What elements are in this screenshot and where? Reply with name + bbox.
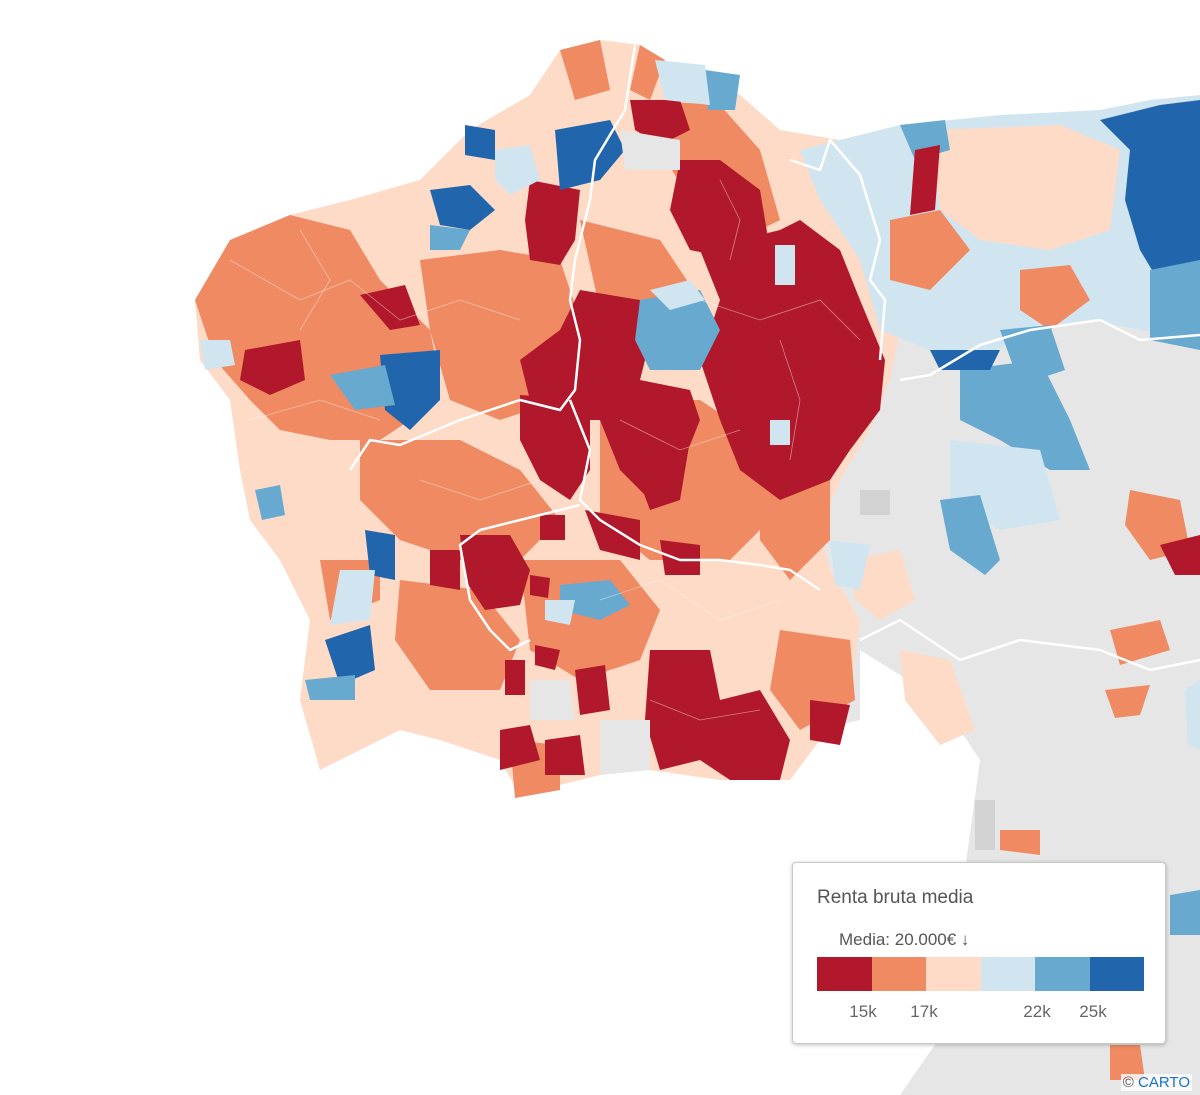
zamora-salmon	[1000, 830, 1040, 855]
galicia-red	[660, 540, 700, 575]
leon-light	[850, 550, 915, 620]
galicia-salmon	[360, 440, 560, 560]
legend-color-scale	[817, 957, 1144, 991]
galicia-light-blue	[650, 280, 705, 310]
asturias-salmon	[1020, 265, 1090, 330]
galicia-red	[700, 220, 885, 500]
legend-swatch-bin-3	[926, 957, 981, 991]
legend-title: Renta bruta media	[817, 887, 974, 908]
carto-attribution-link[interactable]: CARTO	[1138, 1074, 1190, 1091]
galicia-salmon	[630, 45, 665, 100]
galicia-mid-blue	[635, 290, 720, 370]
galicia-red	[575, 665, 610, 715]
galicia-mid-blue	[430, 225, 470, 250]
no-data-area	[620, 130, 680, 170]
galicia-light-blue	[545, 600, 575, 625]
legend-swatch-bin-1	[817, 957, 872, 991]
galicia-dark-blue	[365, 530, 395, 580]
galicia-red	[520, 395, 590, 500]
no-data-area	[975, 800, 995, 850]
galicia-red	[460, 535, 530, 610]
legend-mean-label: Media: 20.000€ ↓	[839, 930, 970, 949]
province-boundaries	[348, 44, 1200, 672]
legend-swatch-bin-4	[980, 957, 1035, 991]
legend-swatch-bin-5	[1035, 957, 1090, 991]
zamora-mid-blue	[1170, 890, 1200, 935]
municipal-borders	[229, 179, 861, 721]
galicia-red	[585, 510, 640, 560]
galicia-red	[525, 180, 580, 265]
galicia-red	[430, 550, 460, 590]
leon-red	[1160, 535, 1200, 575]
leon-mid-blue	[940, 495, 1000, 575]
legend-tick-label: 22k	[1023, 1002, 1051, 1021]
galicia-red	[635, 430, 690, 510]
galicia-mid-blue	[330, 365, 395, 410]
galicia-light-blue	[655, 60, 710, 105]
copyright-symbol: ©	[1122, 1074, 1134, 1091]
galicia-red	[645, 650, 790, 780]
galicia-red	[240, 340, 305, 395]
galicia-light-blue	[495, 145, 540, 195]
galicia-red	[810, 700, 850, 745]
asturias-red	[910, 145, 940, 215]
galicia-mid-blue	[705, 70, 740, 110]
galicia-red	[505, 660, 525, 695]
leon-light	[900, 650, 975, 745]
galicia-dark-blue	[430, 185, 495, 230]
no-data-area	[530, 680, 575, 720]
galicia-mid-blue	[255, 485, 285, 520]
galicia-light-blue	[830, 540, 870, 590]
galicia-mid-blue	[305, 675, 355, 700]
legend-tick-label: 25k	[1079, 1002, 1107, 1021]
galicia-red	[630, 100, 690, 145]
legend-swatch-bin-6	[1089, 957, 1144, 991]
asturias-light-area	[930, 125, 1120, 250]
galicia-red	[530, 575, 550, 598]
galicia-red	[500, 725, 540, 770]
no-data-area	[860, 490, 890, 515]
galicia-dark-blue	[380, 350, 440, 430]
asturias-mid-blue	[1150, 260, 1200, 350]
galicia-red	[670, 160, 770, 260]
leon-salmon	[1110, 620, 1170, 665]
legend-tick-label: 17k	[910, 1002, 938, 1021]
map-legend: Renta bruta media Media: 20.000€ ↓ 15k 1…	[792, 862, 1166, 1044]
legend-swatch-bin-2	[871, 957, 926, 991]
zamora-light-blue	[1185, 680, 1200, 750]
galicia-red	[360, 285, 420, 330]
galicia-salmon	[560, 40, 610, 100]
leon-mid-blue	[1000, 325, 1065, 385]
asturias-salmon	[890, 210, 970, 290]
galicia-dark-blue	[325, 625, 375, 685]
leon-salmon	[1105, 685, 1150, 718]
galicia-dark-blue	[465, 125, 495, 160]
leon-mid-blue	[960, 360, 1090, 470]
galicia-red	[545, 735, 585, 775]
galicia-light-blue	[770, 420, 790, 445]
asturias-dark-blue	[1100, 100, 1200, 300]
galicia-light-blue	[775, 245, 795, 285]
galicia-red	[540, 515, 565, 540]
galicia-red	[535, 645, 560, 670]
galicia-light-blue	[200, 340, 235, 370]
galicia-salmon	[760, 480, 830, 580]
zamora-salmon	[1110, 1045, 1145, 1080]
galicia-mid-blue	[560, 580, 630, 620]
galicia-light-blue	[330, 570, 375, 625]
no-data-area	[600, 720, 650, 775]
legend-tick-label: 15k	[849, 1002, 877, 1021]
map-attribution: © CARTO	[1120, 1074, 1192, 1091]
